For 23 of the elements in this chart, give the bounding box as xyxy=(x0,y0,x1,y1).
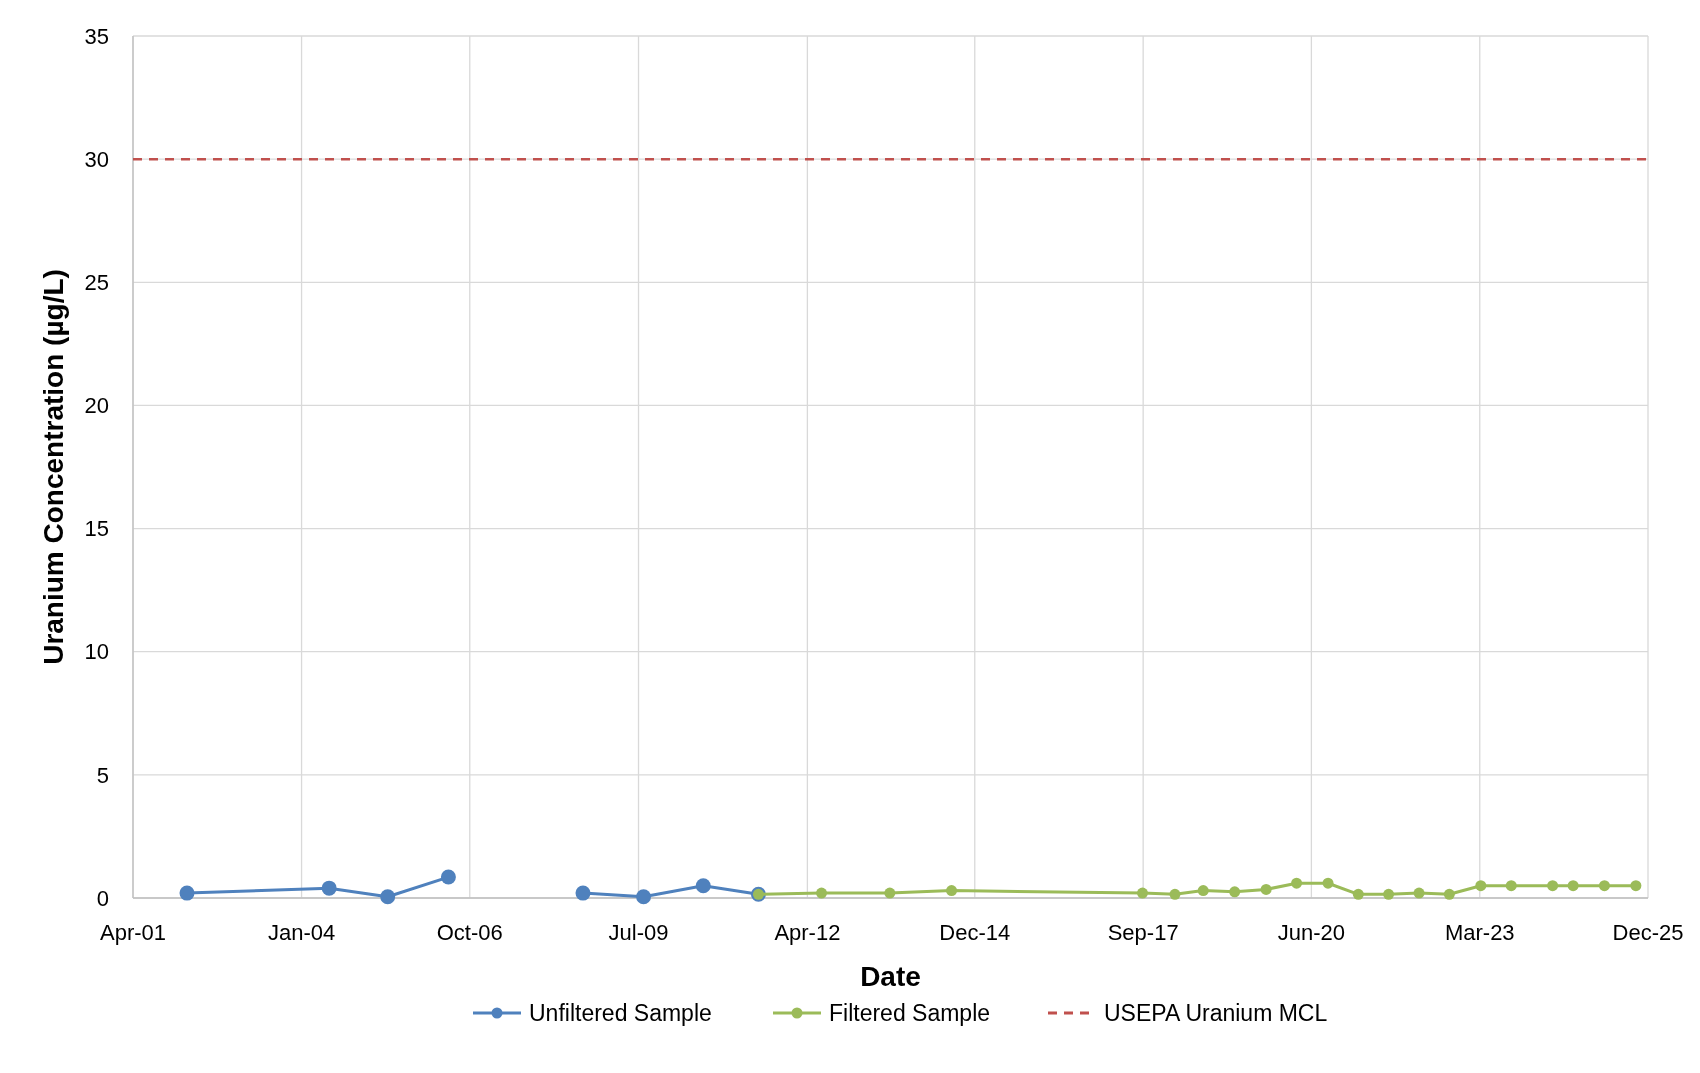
x-tick-label: Apr-01 xyxy=(99,920,167,945)
y-axis-title: Uranium Concentration (µg/L) xyxy=(38,269,69,665)
y-tick-label: 30 xyxy=(84,146,109,172)
x-tick-label: Jun-20 xyxy=(1277,920,1346,945)
y-tick-label: 35 xyxy=(84,23,109,49)
y-tick-label: 20 xyxy=(84,393,109,419)
y-tick-label: 15 xyxy=(84,516,109,542)
x-tick-label: Jul-09 xyxy=(608,920,669,945)
x-tick-label: Dec-25 xyxy=(1612,920,1684,945)
x-tick-label: Sep-17 xyxy=(1107,920,1179,945)
y-tick-label: 0 xyxy=(96,885,109,911)
x-tick-label: Dec-14 xyxy=(939,920,1011,945)
legend-label: USEPA Uranium MCL xyxy=(1104,1000,1328,1027)
x-tick-label: Oct-06 xyxy=(436,920,503,945)
x-tick-label: Jan-04 xyxy=(267,920,336,945)
legend-label: Unfiltered Sample xyxy=(529,1000,712,1027)
x-tick-label: Mar-23 xyxy=(1444,920,1515,945)
y-tick-label: 25 xyxy=(84,269,109,295)
x-tick-label: Apr-12 xyxy=(774,920,841,945)
y-tick-label: 5 xyxy=(96,762,109,788)
x-axis-title: Date xyxy=(860,961,921,992)
y-tick-label: 10 xyxy=(84,639,109,665)
legend-label: Filtered Sample xyxy=(829,1000,991,1027)
